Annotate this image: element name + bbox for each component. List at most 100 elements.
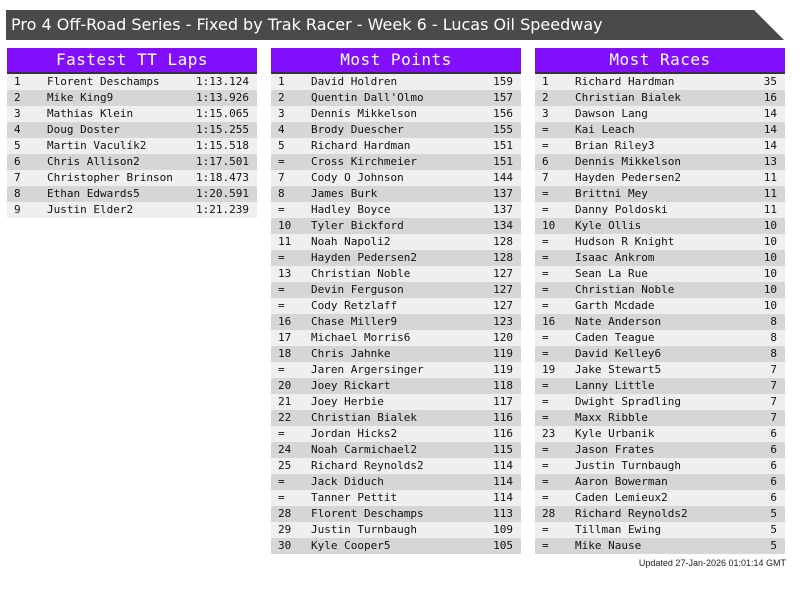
value-cell: 1:21.239 <box>196 203 249 216</box>
table-row: = Aaron Bowerman 6 <box>535 474 785 490</box>
rank-cell: = <box>542 347 549 360</box>
value-cell: 113 <box>493 507 513 520</box>
table-row: 5 Martin Vaculík2 1:15.518 <box>7 138 257 154</box>
rank-cell: 18 <box>278 347 292 360</box>
table-row: 7 Christopher Brinson 1:18.473 <box>7 170 257 186</box>
value-cell: 6 <box>770 443 777 456</box>
driver-name-cell: Florent Deschamps <box>311 507 424 520</box>
table-row: 19 Jake Stewart5 7 <box>535 362 785 378</box>
value-cell: 116 <box>493 427 513 440</box>
value-cell: 14 <box>763 139 777 152</box>
table-row: 22 Christian Bialek 116 <box>271 410 521 426</box>
rank-cell: = <box>542 379 549 392</box>
table-row: 24 Noah Carmichael2 115 <box>271 442 521 458</box>
table-row: 21 Joey Herbie 117 <box>271 394 521 410</box>
driver-name-cell: Ethan Edwards5 <box>47 187 140 200</box>
fastest-laps-list: 1 Florent Deschamps 1:13.124 2 Mike King9 1:1… <box>7 74 257 218</box>
rank-cell: = <box>278 427 285 440</box>
value-cell: 109 <box>493 523 513 536</box>
driver-name-cell: Caden Teague <box>575 331 655 344</box>
value-cell: 5 <box>770 507 777 520</box>
rank-cell: 1 <box>278 75 285 88</box>
value-cell: 127 <box>493 267 513 280</box>
rank-cell: = <box>278 491 285 504</box>
value-cell: 127 <box>493 299 513 312</box>
driver-name-cell: Brittni Mey <box>575 187 648 200</box>
table-row: 2 Christian Bialek 16 <box>535 90 785 106</box>
value-cell: 8 <box>770 331 777 344</box>
rank-cell: 16 <box>542 315 556 328</box>
table-row: 1 David Holdren 159 <box>271 74 521 90</box>
table-row: = Dwight Spradling 7 <box>535 394 785 410</box>
driver-name-cell: Kai Leach <box>575 123 635 136</box>
table-row: 4 Doug Doster 1:15.255 <box>7 122 257 138</box>
table-row: 13 Christian Noble 127 <box>271 266 521 282</box>
value-cell: 128 <box>493 235 513 248</box>
driver-name-cell: Doug Doster <box>47 123 120 136</box>
page-title: Pro 4 Off-Road Series - Fixed by Trak Ra… <box>6 10 784 40</box>
driver-name-cell: Aaron Bowerman <box>575 475 668 488</box>
driver-name-cell: Tyler Bickford <box>311 219 404 232</box>
table-row: 6 Dennis Mikkelson 13 <box>535 154 785 170</box>
driver-name-cell: Joey Rickart <box>311 379 391 392</box>
table-row: = David Kelley6 8 <box>535 346 785 362</box>
driver-name-cell: James Burk <box>311 187 378 200</box>
driver-name-cell: Chase Miller9 <box>311 315 398 328</box>
rank-cell: = <box>542 139 549 152</box>
table-row: 10 Kyle Ollis 10 <box>535 218 785 234</box>
value-cell: 10 <box>763 251 777 264</box>
table-row: = Caden Lemieux2 6 <box>535 490 785 506</box>
rank-cell: 28 <box>542 507 556 520</box>
driver-name-cell: Hayden Pedersen2 <box>575 171 681 184</box>
table-row: 2 Mike King9 1:13.926 <box>7 90 257 106</box>
value-cell: 1:15.065 <box>196 107 249 120</box>
driver-name-cell: Kyle Urbanik <box>575 427 655 440</box>
driver-name-cell: Tanner Pettit <box>311 491 398 504</box>
driver-name-cell: Isaac Ankrom <box>575 251 655 264</box>
rank-cell: 30 <box>278 539 292 552</box>
rank-cell: = <box>542 267 549 280</box>
most-points-panel: Most Points 1 David Holdren 159 2 Quentin Da… <box>271 48 521 554</box>
table-row: = Hadley Boyce 137 <box>271 202 521 218</box>
driver-name-cell: David Kelley6 <box>575 347 662 360</box>
table-row: = Cross Kirchmeier 151 <box>271 154 521 170</box>
value-cell: 114 <box>493 459 513 472</box>
rank-cell: 10 <box>278 219 292 232</box>
table-row: 1 Florent Deschamps 1:13.124 <box>7 74 257 90</box>
driver-name-cell: Nate Anderson <box>575 315 662 328</box>
driver-name-cell: Richard Reynolds2 <box>575 507 688 520</box>
rank-cell: 10 <box>542 219 556 232</box>
driver-name-cell: Garth Mcdade <box>575 299 655 312</box>
value-cell: 119 <box>493 363 513 376</box>
table-row: = Sean La Rue 10 <box>535 266 785 282</box>
value-cell: 123 <box>493 315 513 328</box>
value-cell: 120 <box>493 331 513 344</box>
driver-name-cell: Christian Noble <box>311 267 411 280</box>
rank-cell: 3 <box>278 107 285 120</box>
table-row: 30 Kyle Cooper5 105 <box>271 538 521 554</box>
rank-cell: = <box>542 475 549 488</box>
table-row: = Brittni Mey 11 <box>535 186 785 202</box>
table-row: = Tanner Pettit 114 <box>271 490 521 506</box>
value-cell: 114 <box>493 491 513 504</box>
driver-name-cell: Justin Elder2 <box>47 203 134 216</box>
driver-name-cell: Richard Hardman <box>311 139 411 152</box>
value-cell: 11 <box>763 171 777 184</box>
rank-cell: = <box>278 475 285 488</box>
rank-cell: 7 <box>14 171 21 184</box>
rank-cell: 2 <box>542 91 549 104</box>
value-cell: 151 <box>493 139 513 152</box>
driver-name-cell: Caden Lemieux2 <box>575 491 668 504</box>
value-cell: 151 <box>493 155 513 168</box>
table-row: 17 Michael Morris6 120 <box>271 330 521 346</box>
rank-cell: = <box>278 203 285 216</box>
driver-name-cell: Noah Napoli2 <box>311 235 391 248</box>
value-cell: 10 <box>763 299 777 312</box>
value-cell: 8 <box>770 315 777 328</box>
driver-name-cell: Justin Turnbaugh <box>575 459 681 472</box>
value-cell: 10 <box>763 267 777 280</box>
rank-cell: = <box>542 283 549 296</box>
rank-cell: 7 <box>542 171 549 184</box>
rank-cell: 17 <box>278 331 292 344</box>
rank-cell: = <box>542 539 549 552</box>
